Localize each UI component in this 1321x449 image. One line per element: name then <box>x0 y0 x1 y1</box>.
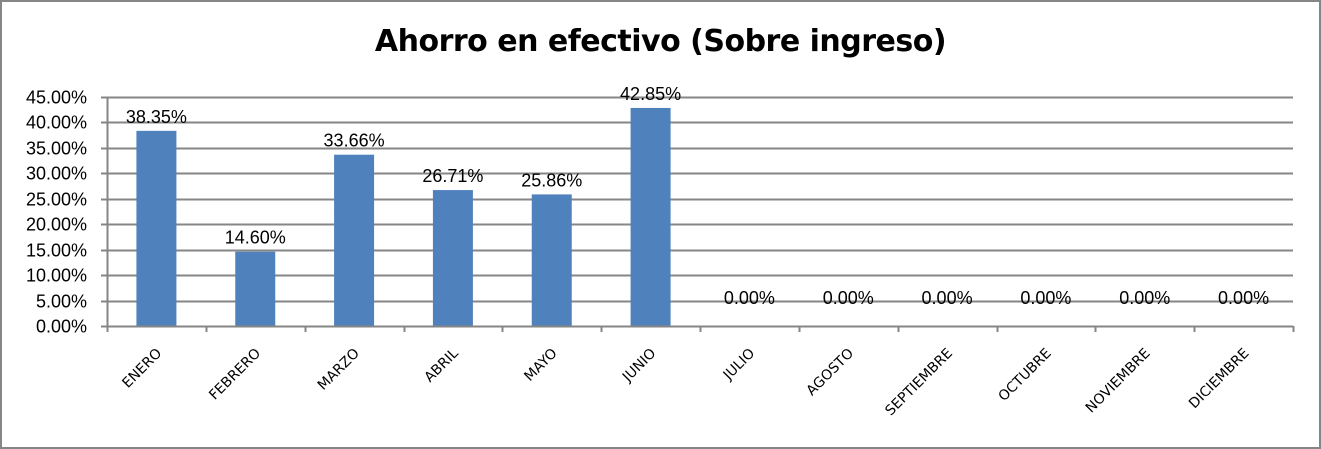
data-label: 38.35% <box>126 107 187 127</box>
data-label: 0.00% <box>823 288 874 308</box>
data-labels: 38.35% 14.60% 33.66% 26.71% 25.86% 42.85% 0.00… <box>126 84 1269 308</box>
bar-series <box>136 107 671 327</box>
data-label: 0.00% <box>724 288 775 308</box>
data-label: 14.60% <box>225 228 286 248</box>
bar-marzo <box>334 154 375 326</box>
data-label: 0.00% <box>1020 288 1071 308</box>
bar-enero <box>136 130 177 326</box>
y-tick-label: 10.00% <box>26 266 87 286</box>
gridlines <box>101 96 1293 328</box>
x-tick-label: FEBRERO <box>206 346 264 404</box>
x-tick-label: ABRIL <box>422 345 462 385</box>
y-tick-label: 25.00% <box>26 190 87 210</box>
data-label: 0.00% <box>1218 288 1269 308</box>
y-tick-label: 30.00% <box>26 164 87 184</box>
y-tick-label: 20.00% <box>26 215 87 235</box>
x-tick-label: JULIO <box>720 346 758 384</box>
data-label: 33.66% <box>324 131 385 151</box>
x-tick-label: SEPTIEMBRE <box>882 346 956 420</box>
x-tick-label: DICIEMBRE <box>1186 346 1252 412</box>
bar-abril <box>432 190 473 326</box>
bar-febrero <box>235 251 276 326</box>
y-tick-label: 15.00% <box>26 241 87 261</box>
data-label: 0.00% <box>1119 288 1170 308</box>
data-label: 0.00% <box>922 288 973 308</box>
bar-mayo <box>531 194 572 326</box>
x-tick-label: OCTUBRE <box>996 346 1055 405</box>
y-tick-label: 0.00% <box>36 317 87 337</box>
data-label: 26.71% <box>422 166 483 186</box>
y-axis: 0.00% 5.00% 10.00% 15.00% 20.00% 25.00% 30.00%… <box>26 88 109 337</box>
y-tick-label: 35.00% <box>26 139 87 159</box>
y-tick-label: 5.00% <box>36 292 87 312</box>
x-tick-label: MAYO <box>521 346 560 385</box>
x-tick-label: MARZO <box>315 346 363 394</box>
x-tick-label: NOVIEMBRE <box>1083 346 1154 417</box>
bar-junio <box>630 107 671 327</box>
x-tick-label: ENERO <box>119 346 165 392</box>
data-label: 25.86% <box>521 170 582 190</box>
y-tick-label: 40.00% <box>26 113 87 133</box>
data-label: 42.85% <box>620 84 681 104</box>
chart-title: Ahorro en efectivo (Sobre ingreso) <box>374 24 947 59</box>
x-tick-label: AGOSTO <box>804 346 858 400</box>
y-tick-label: 45.00% <box>26 88 87 108</box>
x-axis: ENERO FEBRERO MARZO ABRIL MAYO JUNIO JULIO AGOS… <box>106 325 1295 420</box>
x-tick-label: JUNIO <box>619 346 659 386</box>
